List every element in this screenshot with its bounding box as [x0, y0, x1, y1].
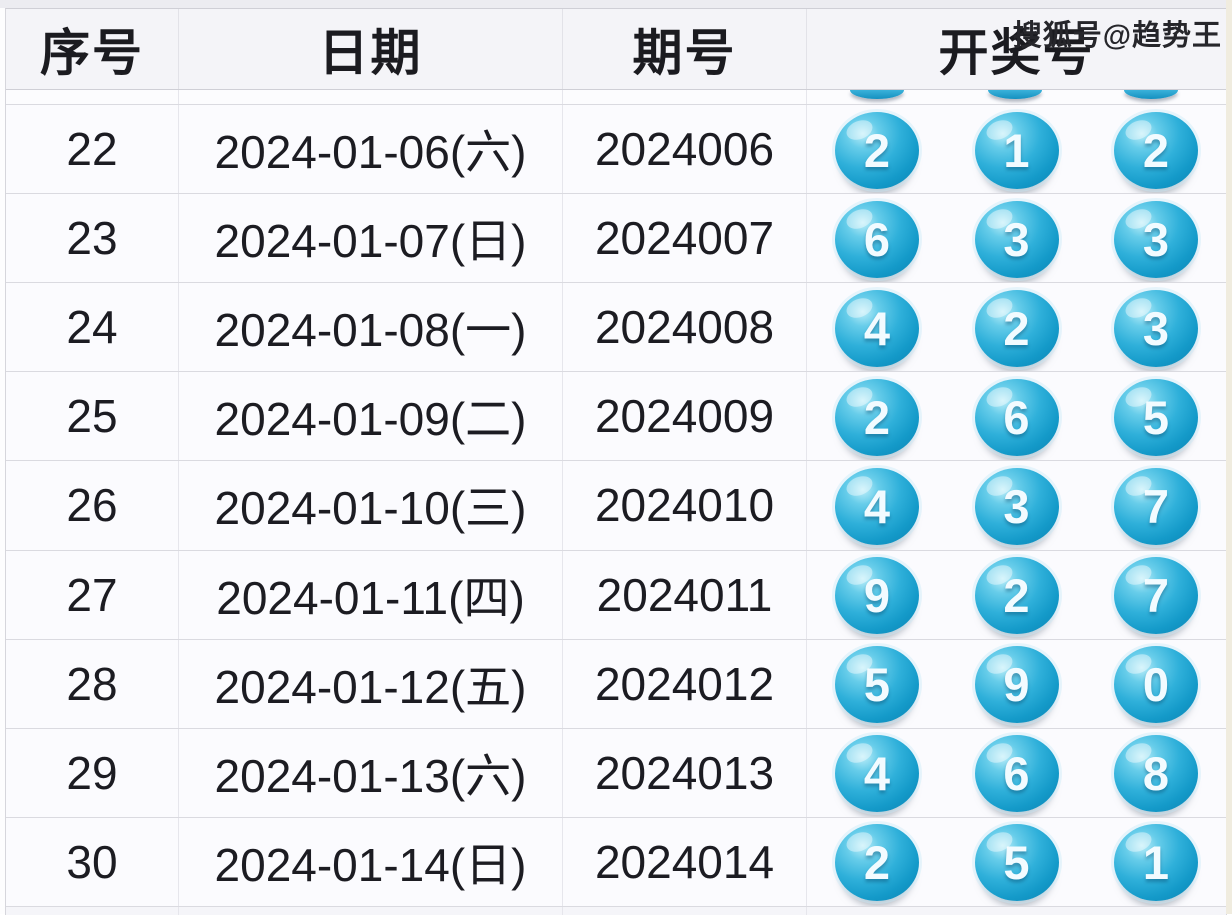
row-balls: 2 1 2: [807, 105, 1226, 193]
row-index: 25: [6, 372, 179, 461]
lottery-ball: 7: [1114, 467, 1198, 545]
lottery-ball: 3: [974, 200, 1059, 278]
lottery-ball: 2: [835, 378, 919, 456]
table-row: 27 2024-01-11(四) 2024011 9 2 7: [6, 550, 1226, 640]
row-period: 2024006: [563, 105, 807, 194]
partial-row-top: [6, 90, 1226, 105]
ball-bottom-sliver: [988, 90, 1042, 99]
row-period: 2024014: [563, 817, 807, 906]
lottery-ball: 4: [835, 467, 919, 545]
lottery-ball: 6: [835, 200, 919, 278]
row-balls: 4 6 8: [807, 729, 1226, 817]
row-index: 26: [6, 461, 179, 550]
table-row: 26 2024-01-10(三) 2024010 4 3 7: [6, 461, 1226, 551]
lottery-ball: 1: [1114, 824, 1198, 902]
row-date: 2024-01-06(六): [179, 105, 563, 194]
lottery-ball: 5: [1114, 378, 1198, 456]
row-period: 2024007: [563, 194, 807, 283]
row-balls: 2 6 5: [807, 372, 1226, 460]
table-row: 30 2024-01-14(日) 2024014 2 5 1: [6, 817, 1226, 907]
lottery-ball: 2: [835, 111, 919, 189]
row-balls: 4 2 3: [807, 283, 1226, 371]
lottery-ball: 2: [974, 289, 1059, 367]
row-period: 2024009: [563, 372, 807, 461]
partial-cell: [179, 90, 563, 104]
table-row: 23 2024-01-07(日) 2024007 6 3 3: [6, 194, 1226, 284]
row-index: 27: [6, 550, 179, 639]
row-period: 2024011: [563, 550, 807, 639]
lottery-ball: 6: [974, 735, 1059, 813]
row-date: 2024-01-10(三): [179, 461, 563, 550]
row-index: 23: [6, 194, 179, 283]
lottery-ball: 2: [1114, 111, 1198, 189]
lottery-ball: 7: [1114, 557, 1198, 635]
lottery-ball: 4: [835, 289, 919, 367]
lottery-ball: 9: [974, 646, 1059, 724]
partial-cell: [6, 90, 179, 104]
lottery-ball: 3: [974, 467, 1059, 545]
partial-cell: [563, 907, 807, 915]
lottery-ball: 0: [1114, 646, 1198, 724]
table-header-row: 序号 日期 期号 开奖号: [6, 9, 1226, 90]
lottery-ball: 6: [974, 378, 1059, 456]
table-row: 28 2024-01-12(五) 2024012 5 9 0: [6, 639, 1226, 729]
header-period: 期号: [563, 9, 807, 89]
header-date: 日期: [179, 9, 563, 89]
row-period: 2024008: [563, 283, 807, 372]
row-date: 2024-01-14(日): [179, 817, 563, 906]
lottery-ball: 3: [1114, 289, 1198, 367]
lottery-ball: 8: [1114, 735, 1198, 813]
lottery-ball: 5: [974, 824, 1059, 902]
row-date: 2024-01-07(日): [179, 194, 563, 283]
row-balls: 2 5 1: [807, 818, 1226, 906]
row-balls: 5 9 0: [807, 640, 1226, 728]
lottery-ball: 5: [835, 646, 919, 724]
lottery-ball: 2: [974, 557, 1059, 635]
table-row: 24 2024-01-08(一) 2024008 4 2 3: [6, 283, 1226, 373]
row-period: 2024012: [563, 639, 807, 728]
header-numbers: 开奖号: [938, 25, 1095, 81]
results-table: 序号 日期 期号 开奖号 22 2024-01-06(六) 2024006 2: [5, 8, 1227, 915]
ball-bottom-sliver: [1124, 90, 1178, 99]
table-row: 29 2024-01-13(六) 2024013 4 6 8: [6, 728, 1226, 818]
row-date: 2024-01-08(一): [179, 283, 563, 372]
header-index: 序号: [6, 9, 179, 89]
row-balls: 6 3 3: [807, 194, 1226, 282]
table-row: 25 2024-01-09(二) 2024009 2 6 5: [6, 372, 1226, 462]
partial-row-bottom: [6, 907, 1226, 915]
row-index: 28: [6, 639, 179, 728]
watermark-text: 搜狐号@趋势王: [1012, 20, 1222, 52]
row-balls: 9 2 7: [807, 551, 1226, 639]
lottery-ball: 3: [1114, 200, 1198, 278]
right-margin-strip: [1226, 0, 1232, 914]
ball-bottom-sliver: [850, 90, 904, 99]
row-date: 2024-01-13(六): [179, 728, 563, 817]
row-date: 2024-01-12(五): [179, 639, 563, 728]
row-period: 2024010: [563, 461, 807, 550]
partial-cell: [6, 907, 179, 915]
partial-cell-balls: [807, 90, 1226, 104]
partial-cell: [563, 90, 807, 104]
partial-cell: [179, 907, 563, 915]
row-index: 29: [6, 728, 179, 817]
row-index: 24: [6, 283, 179, 372]
lottery-ball: 2: [835, 824, 919, 902]
row-date: 2024-01-11(四): [179, 550, 563, 639]
lottery-ball: 1: [974, 111, 1059, 189]
lottery-ball: 4: [835, 735, 919, 813]
row-index: 30: [6, 817, 179, 906]
top-margin-strip: [0, 0, 1232, 8]
table-row: 22 2024-01-06(六) 2024006 2 1 2: [6, 105, 1226, 195]
row-period: 2024013: [563, 728, 807, 817]
row-balls: 4 3 7: [807, 461, 1226, 549]
lottery-ball: 9: [835, 557, 919, 635]
table-body: 22 2024-01-06(六) 2024006 2 1 2 23 2024-0…: [6, 105, 1226, 907]
row-date: 2024-01-09(二): [179, 372, 563, 461]
row-index: 22: [6, 105, 179, 194]
